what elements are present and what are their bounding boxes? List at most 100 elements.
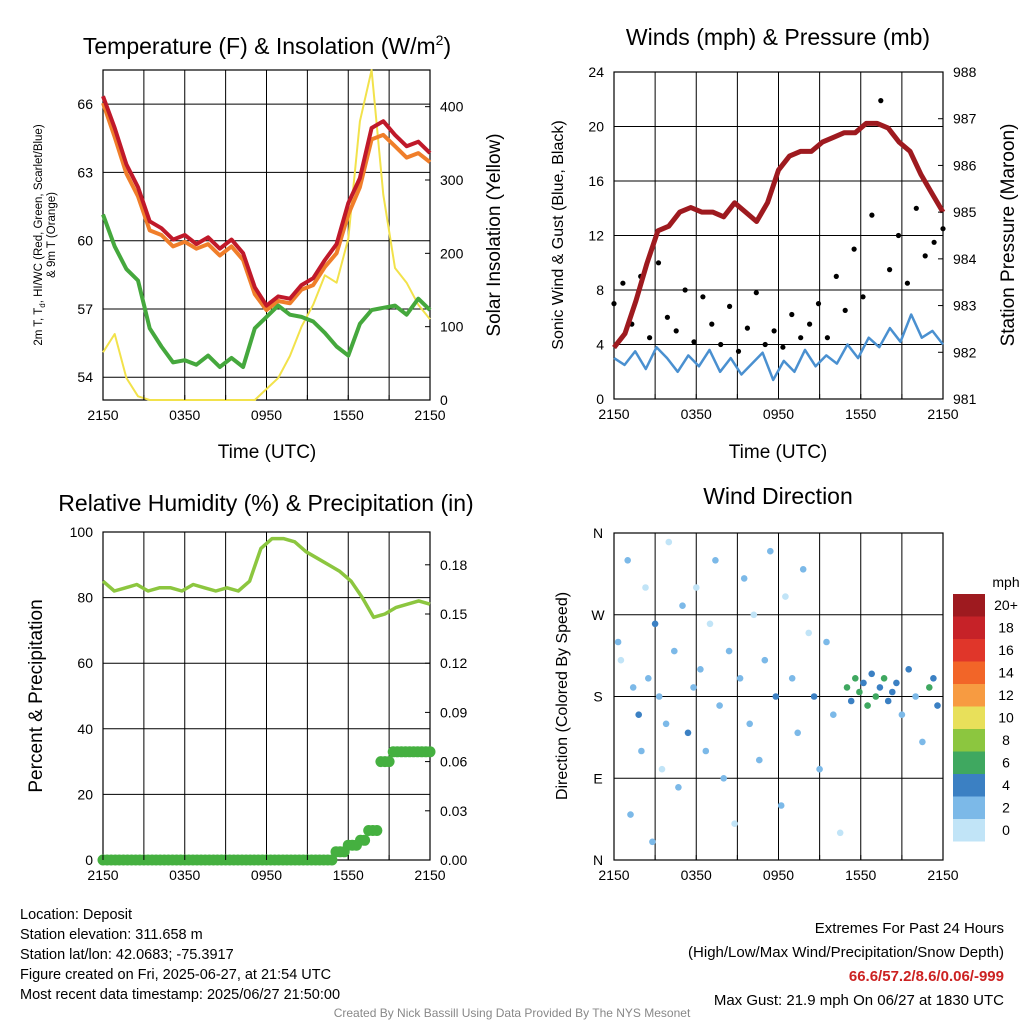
temperature-ylabel-left: 2m T, Td, HI/WC (Red, Green, Scarlet/Blu… [33,124,47,345]
direction-point [706,620,714,628]
latlon-text: Station lat/lon: 42.0683; -75.3917 [20,947,234,963]
station-info: Location: Deposit Station elevation: 311… [20,905,340,1005]
direction-point [690,684,697,691]
humidity-ylabel-left: Percent & Precipitation [26,599,47,792]
direction-point [624,557,631,564]
direction-point [649,838,656,846]
direction-point [662,720,670,728]
temperature-title-end: ) [443,33,451,59]
y2-tick-label: 0.06 [440,754,467,770]
direction-point [830,711,837,718]
extremes-values: 66.6/57.2/8.6/0.06/-999 [848,968,1004,985]
direction-point [847,697,855,705]
direction-point [852,675,859,682]
gust-point [940,226,946,232]
y-tick-label: S [593,689,602,705]
precip-point [424,746,436,758]
precip-point [359,834,371,846]
x-tick-label: 0950 [763,867,794,883]
y2-tick-label: 0.03 [440,803,467,819]
y-tick-label: 100 [70,524,94,540]
direction-point [788,675,796,682]
gust-point [718,341,724,348]
direction-point [805,629,812,637]
gust-point [664,314,671,320]
humidity-line [101,536,431,620]
y-tick-label: E [593,770,602,786]
y2-tick-label: 982 [953,344,977,360]
direction-point [777,802,785,809]
gust-point [673,328,679,334]
y2-tick-label: 0.00 [440,852,467,868]
direction-point [934,702,941,709]
x-tick-label: 2150 [87,867,118,883]
max-gust-text: Max Gust: 21.9 mph On 06/27 at 1830 UTC [713,992,1004,1009]
extremes-info: Extremes For Past 24 Hours (High/Low/Max… [688,917,1004,1013]
y2-tick-label: 0 [440,392,448,408]
direction-point [782,593,789,600]
winds-ylabel-left: Sonic Wind & Gust (Blue, Black) [550,120,567,349]
y2-tick-label: 981 [953,391,977,407]
gust-point [887,267,893,273]
direction-point [665,538,673,546]
direction-point [893,679,900,687]
gust-point [771,328,777,334]
gust-point [682,287,688,293]
legend-swatch [953,774,985,797]
direction-point [642,584,649,591]
direction-point [638,747,645,755]
direction-point [736,675,744,682]
y-tick-label: 8 [596,282,604,298]
y2-tick-label: 0.09 [440,704,467,720]
y-tick-label: 20 [77,786,93,802]
humidity-title: Relative Humidity (%) & Precipitation (i… [58,490,473,516]
direction-point [816,765,823,773]
gust-point [753,290,759,296]
x-tick-label: 0350 [169,867,200,883]
x-tick-label: 2150 [87,407,118,423]
legend-label: 10 [998,710,1014,726]
direction-point [750,611,758,619]
pressure-line [612,120,946,350]
gust-point [709,321,715,327]
location-text: Location: Deposit [20,907,133,923]
gust-point [913,205,919,211]
direction-point [720,775,727,782]
y2-tick-label: 300 [440,172,464,188]
direction-point [823,638,830,646]
extremes-subtitle: (High/Low/Max Wind/Precipitation/Snow De… [688,944,1004,961]
gust-point [727,303,733,309]
series-line-0 [101,95,432,308]
direction-point [658,765,666,773]
legend-label: 12 [998,687,1014,703]
direction-point [898,711,906,718]
y2-tick-label: 987 [953,111,977,127]
direction-point [864,702,871,709]
y-tick-label: 24 [588,64,604,80]
direction-point [684,729,692,737]
direction-point [860,679,867,687]
y-tick-label: 66 [77,96,93,112]
legend-swatch [953,751,985,774]
humidity-panel: Relative Humidity (%) & Precipitation (i… [26,490,474,883]
direction-panel: Wind Direction 2150 0350 0950 1550 2150NESWN… [554,483,1020,883]
x-tick-label: 2150 [598,406,629,422]
direction-point [919,738,926,746]
recent-text: Most recent data timestamp: 2025/06/27 2… [20,987,341,1003]
x-tick-label: 0350 [681,406,712,422]
legend-swatch [953,684,985,707]
y-tick-label: 63 [77,164,93,180]
gust-point [842,307,848,313]
gust-point [789,311,795,318]
temperature-ylabel-right: Solar Insolation (Yellow) [484,133,505,336]
temperature-ylabel-left-2: & 9m T (Orange) [46,192,58,278]
y2-tick-label: 0.18 [440,557,467,573]
legend-swatch [953,594,985,617]
legend-swatch [953,639,985,662]
direction-point [651,620,659,628]
direction-point [856,688,863,696]
legend-swatch [953,729,985,752]
direction-point [810,693,818,700]
series-line-2 [101,213,432,369]
